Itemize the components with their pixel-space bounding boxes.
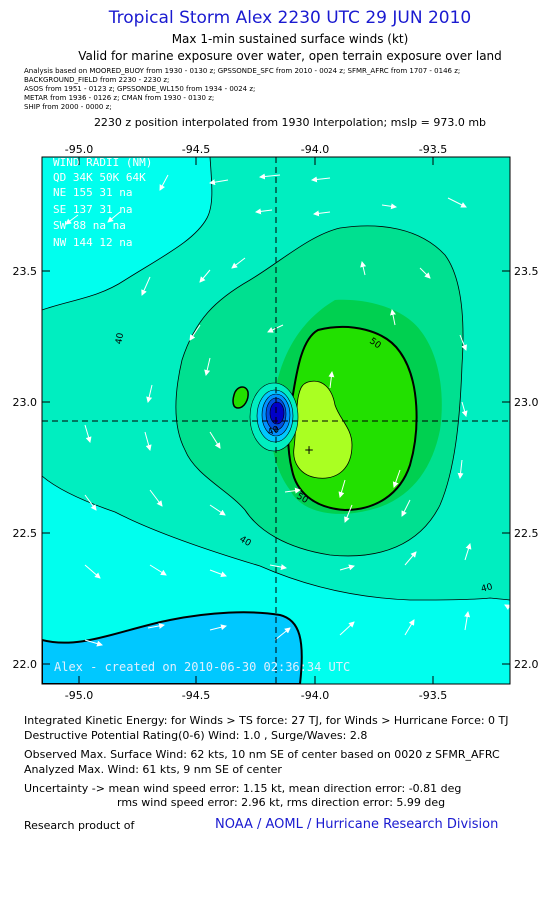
contour-label: 40: [267, 425, 281, 438]
y-tick-label: 22.5: [514, 527, 539, 540]
field-south-low: [42, 611, 303, 684]
creation-watermark: Alex - created on 2010-06-30 02:36:34 UT…: [54, 660, 350, 674]
y-tick-label: 22.0: [514, 658, 539, 671]
wind-radii-row: SW 88 na na: [53, 219, 126, 232]
contour-label: 40: [480, 582, 494, 595]
uncertainty-line-2: rms wind speed error: 2.96 kt, rms direc…: [117, 796, 446, 809]
analyzed-max-wind: Analyzed Max. Wind: 61 kts, 9 nm SE of c…: [24, 763, 282, 776]
x-tick-label: -94.5: [182, 143, 210, 156]
axis-ticks: [42, 157, 510, 684]
wind-radii-row: SE 137 31 na: [53, 203, 132, 216]
x-tick-labels-bottom: -95.0 -94.5 -94.0 -93.5: [65, 689, 447, 702]
chart-subtitle-2: Valid for marine exposure over water, op…: [78, 49, 502, 63]
x-tick-label: -95.0: [65, 689, 93, 702]
y-tick-labels-left: 22.0 22.5 23.0 23.5: [13, 265, 38, 671]
field-core: [293, 380, 353, 479]
observed-max-wind: Observed Max. Surface Wind: 62 kts, 10 n…: [24, 748, 500, 761]
x-tick-labels-top: -95.0 -94.5 -94.0 -93.5: [65, 143, 447, 156]
max-wind-marker: +: [304, 443, 314, 457]
y-tick-label: 22.0: [13, 658, 38, 671]
meta-line: SHIP from 2000 - 0000 z;: [24, 103, 112, 111]
y-tick-label: 23.5: [13, 265, 38, 278]
wind-vectors: [65, 173, 519, 647]
research-label: Research product of: [24, 819, 135, 832]
meta-line: METAR from 1936 - 0126 z; CMAN from 1930…: [24, 94, 215, 102]
position-line: 2230 z position interpolated from 1930 I…: [93, 116, 487, 129]
dpr-line: Destructive Potential Rating(0-6) Wind: …: [24, 729, 368, 742]
storm-center-rings: [249, 382, 299, 452]
uncertainty-line-1: Uncertainty -> mean wind speed error: 1.…: [24, 782, 462, 795]
x-tick-label: -93.5: [419, 143, 447, 156]
x-tick-label: -95.0: [65, 143, 93, 156]
wind-radii-table: WIND RADII (NM) QD 34K 50K 64K NE 155 31…: [53, 156, 152, 249]
field-cell: [232, 386, 249, 409]
y-tick-label: 22.5: [13, 527, 38, 540]
y-tick-label: 23.5: [514, 265, 539, 278]
noaa-credit: NOAA / AOML / Hurricane Research Divisio…: [215, 817, 499, 832]
contour-label: 40: [114, 332, 126, 345]
y-tick-label: 23.0: [514, 396, 539, 409]
x-tick-label: -94.0: [301, 143, 329, 156]
meta-line: Analysis based on MOORED_BUOY from 1930 …: [24, 67, 461, 75]
meta-line: BACKGROUND_FIELD from 2230 - 2230 z;: [24, 76, 170, 84]
plot-frame: [41, 156, 511, 685]
wind-radii-row: NE 155 31 na: [53, 186, 132, 199]
chart-subtitle-1: Max 1-min sustained surface winds (kt): [171, 32, 409, 46]
y-tick-labels-right: 22.0 22.5 23.0 23.5: [514, 265, 539, 671]
x-tick-label: -94.5: [182, 689, 210, 702]
x-tick-label: -94.0: [301, 689, 329, 702]
wind-radii-title: WIND RADII (NM): [53, 156, 152, 169]
wind-radii-header: QD 34K 50K 64K: [53, 171, 146, 184]
analysis-sources: Analysis based on MOORED_BUOY from 1930 …: [24, 67, 460, 112]
meta-line: ASOS from 1951 - 0123 z; GPSSONDE_WL150 …: [24, 85, 256, 93]
x-tick-label: -93.5: [419, 689, 447, 702]
ike-line: Integrated Kinetic Energy: for Winds > T…: [24, 714, 509, 727]
chart-title: Tropical Storm Alex 2230 UTC 29 JUN 2010: [108, 8, 472, 28]
wind-radii-row: NW 144 12 na: [53, 236, 132, 249]
y-tick-label: 23.0: [13, 396, 38, 409]
